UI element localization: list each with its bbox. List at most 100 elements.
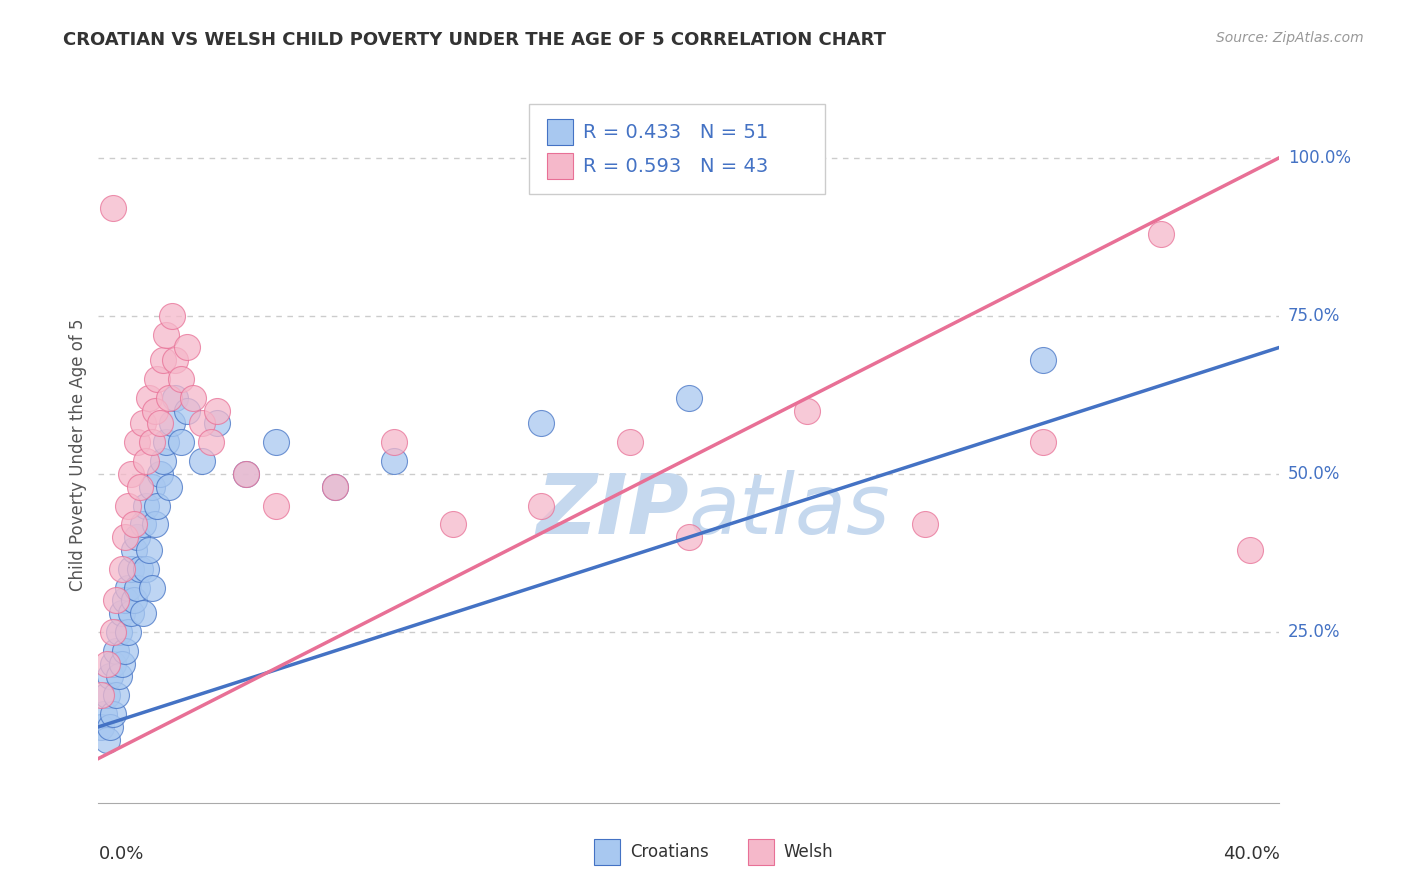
Point (98, 720, 121, 734)
Point (120, 606, 142, 620)
Point (157, 479, 180, 493)
Point (108, 625, 131, 640)
Point (90, 688, 112, 702)
Point (96, 688, 118, 702)
Text: 100.0%: 100.0% (1288, 149, 1351, 167)
Point (117, 581, 139, 595)
Text: 0.0%: 0.0% (98, 845, 143, 863)
Point (678, 391, 700, 405)
Point (165, 391, 187, 405)
Point (176, 340, 198, 354)
Point (122, 593, 145, 607)
Text: Welsh: Welsh (783, 843, 832, 861)
FancyBboxPatch shape (547, 153, 574, 179)
Point (264, 499, 287, 513)
Point (108, 669, 131, 683)
Text: Source: ZipAtlas.com: Source: ZipAtlas.com (1216, 31, 1364, 45)
Text: 25.0%: 25.0% (1288, 623, 1340, 641)
Point (264, 435, 287, 450)
Point (105, 593, 128, 607)
Point (105, 644, 128, 658)
FancyBboxPatch shape (748, 839, 773, 865)
Point (619, 435, 641, 450)
Point (96, 732, 118, 747)
Point (138, 542, 160, 557)
Point (176, 403, 198, 417)
Point (162, 417, 183, 431)
Text: 50.0%: 50.0% (1288, 465, 1340, 483)
Point (191, 454, 214, 468)
Point (135, 499, 157, 513)
Point (382, 454, 405, 468)
Point (128, 479, 150, 493)
Point (530, 499, 553, 513)
Point (530, 417, 553, 431)
Y-axis label: Child Poverty Under the Age of 5: Child Poverty Under the Age of 5 (69, 318, 87, 591)
Point (120, 467, 142, 481)
Point (135, 454, 157, 468)
Text: 75.0%: 75.0% (1288, 307, 1340, 325)
Point (235, 467, 257, 481)
Point (93, 707, 115, 722)
Point (114, 530, 136, 544)
Point (143, 517, 166, 532)
Point (143, 403, 166, 417)
Point (103, 707, 125, 722)
Point (165, 353, 187, 368)
Point (323, 479, 346, 493)
Point (111, 657, 134, 671)
Text: R = 0.593   N = 43: R = 0.593 N = 43 (582, 157, 768, 176)
Point (146, 499, 169, 513)
Point (149, 417, 172, 431)
Point (170, 372, 193, 386)
Text: ZIP: ZIP (536, 470, 689, 551)
Point (111, 606, 134, 620)
Point (117, 499, 139, 513)
Point (181, 391, 204, 405)
Point (155, 435, 177, 450)
Point (441, 517, 464, 532)
Point (205, 403, 228, 417)
Point (135, 562, 157, 576)
Text: Croatians: Croatians (630, 843, 709, 861)
Text: atlas: atlas (689, 470, 890, 551)
Point (122, 517, 145, 532)
Point (141, 435, 163, 450)
Point (114, 644, 136, 658)
Point (149, 467, 172, 481)
Point (157, 391, 180, 405)
Point (796, 403, 818, 417)
Point (125, 435, 148, 450)
Point (125, 581, 148, 595)
Point (200, 435, 222, 450)
Point (152, 454, 174, 468)
Point (105, 688, 128, 702)
Point (1150, 227, 1173, 241)
Point (90, 720, 112, 734)
Point (132, 606, 155, 620)
Point (120, 562, 142, 576)
Point (103, 657, 125, 671)
Point (103, 625, 125, 640)
Point (1032, 353, 1054, 368)
Point (191, 417, 214, 431)
Point (96, 657, 118, 671)
Point (162, 309, 183, 323)
Point (382, 435, 405, 450)
Point (98, 669, 121, 683)
Point (146, 372, 169, 386)
Text: CROATIAN VS WELSH CHILD POVERTY UNDER THE AGE OF 5 CORRELATION CHART: CROATIAN VS WELSH CHILD POVERTY UNDER TH… (63, 31, 886, 49)
Point (125, 530, 148, 544)
Point (132, 417, 155, 431)
Point (132, 517, 155, 532)
Point (141, 479, 163, 493)
Point (155, 327, 177, 342)
Point (678, 530, 700, 544)
Point (205, 417, 228, 431)
FancyBboxPatch shape (530, 103, 825, 194)
Point (914, 517, 936, 532)
Point (138, 391, 160, 405)
Point (114, 593, 136, 607)
Point (152, 353, 174, 368)
Point (141, 581, 163, 595)
